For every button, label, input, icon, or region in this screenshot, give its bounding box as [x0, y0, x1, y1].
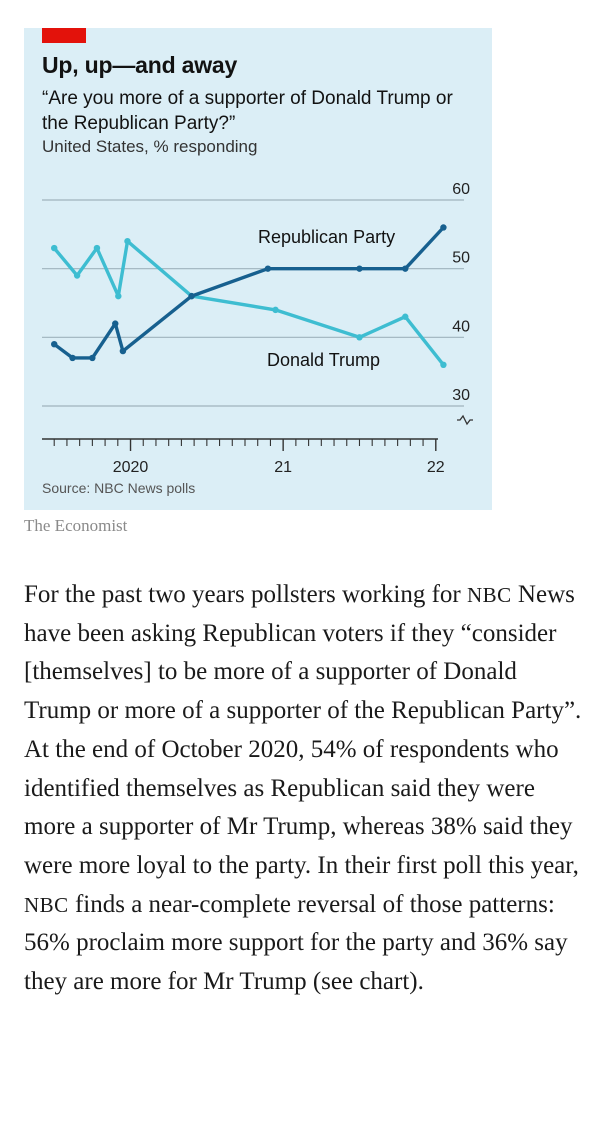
y-tick-label: 60 [452, 181, 470, 198]
x-tick-label: 21 [274, 459, 292, 476]
chart-subtitle: “Are you more of a supporter of Donald T… [42, 88, 453, 134]
article-text-part: finds a near-complete reversal of those … [24, 890, 568, 996]
series-line-donald-trump [52, 239, 446, 367]
chart-source: Source: NBC News polls [42, 480, 196, 496]
data-point [89, 354, 96, 362]
chart-title: Up, up—and away [42, 52, 238, 78]
series-label-republican-party: Republican Party [258, 227, 395, 247]
nbc-acronym: NBC [466, 583, 512, 607]
series-label-donald-trump: Donald Trump [267, 350, 380, 370]
data-point [115, 292, 122, 300]
line-chart: 60 50 40 30 2020 21 22 Republican Party Donald T… [42, 181, 473, 476]
data-point [440, 224, 447, 231]
data-point [272, 306, 279, 314]
data-point [264, 265, 272, 272]
article-paragraph: For the past two years pollsters working… [24, 576, 584, 1002]
x-tick-label: 22 [427, 459, 445, 476]
series-line-republican-party [52, 225, 446, 360]
data-point [188, 292, 195, 300]
data-point [356, 265, 363, 272]
data-point [402, 313, 409, 320]
chart-card: Up, up—and away “Are you more of a suppo… [24, 28, 492, 510]
publisher-credit: The Economist [24, 516, 128, 535]
brand-accent-bar [42, 28, 86, 43]
data-point [119, 347, 127, 355]
data-point [93, 244, 101, 252]
data-point [112, 320, 119, 327]
data-point [440, 361, 447, 368]
chart-unit-label: United States, % responding [42, 137, 258, 156]
y-tick-label: 40 [452, 318, 470, 335]
data-point [356, 334, 363, 341]
y-tick-label: 50 [452, 250, 470, 267]
y-tick-label: 30 [452, 387, 470, 404]
article-text-part: News have been asking Republican voters … [24, 581, 582, 879]
x-tick-label: 2020 [113, 459, 149, 476]
data-point [51, 244, 58, 252]
data-point [69, 354, 76, 362]
article-text-part: For the past two years pollsters working… [24, 581, 467, 608]
data-point [124, 238, 131, 245]
data-point [51, 341, 58, 348]
nbc-acronym: NBC [24, 892, 69, 917]
axis-break-icon [457, 414, 473, 426]
data-point [73, 272, 81, 279]
data-point [402, 265, 409, 272]
